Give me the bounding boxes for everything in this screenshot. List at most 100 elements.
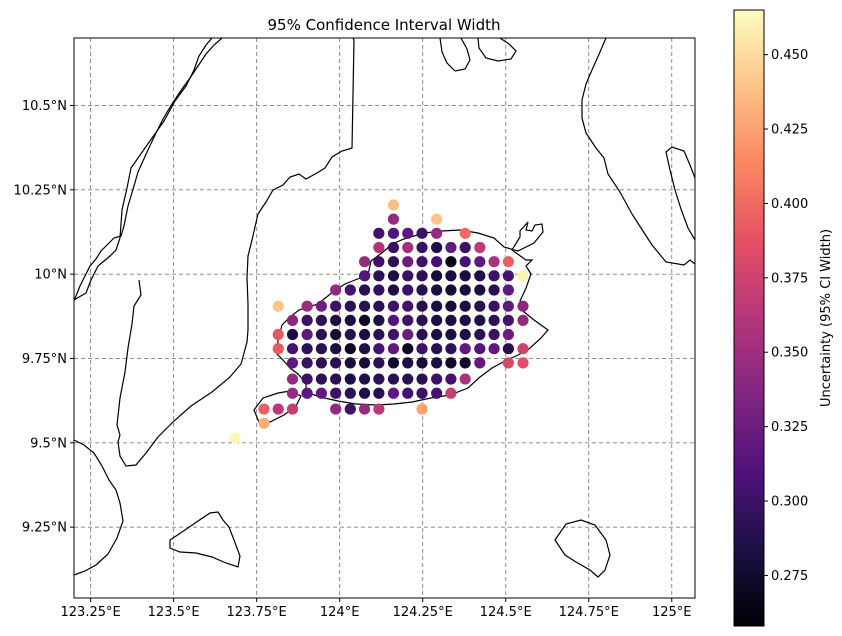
data-point-84 — [488, 314, 500, 326]
data-point-31 — [402, 270, 414, 282]
data-point-71 — [301, 314, 313, 326]
data-point-110 — [358, 343, 371, 355]
data-point-122 — [286, 357, 299, 369]
data-point-102 — [488, 328, 500, 341]
coastline-central-west — [117, 38, 355, 467]
data-point-137 — [517, 357, 529, 369]
data-point-56 — [330, 300, 342, 312]
data-point-2 — [431, 213, 443, 225]
data-point-150 — [459, 373, 471, 385]
data-point-35 — [459, 270, 471, 282]
x-tick-label-2: 123.75°E — [227, 605, 287, 620]
data-point-52 — [502, 284, 514, 296]
data-point-114 — [416, 343, 428, 355]
data-point-88 — [286, 328, 299, 341]
plot-frame — [73, 37, 696, 599]
data-point-136 — [502, 357, 514, 369]
data-point-53 — [272, 300, 284, 312]
data-point-170 — [416, 403, 428, 415]
data-point-105 — [286, 343, 299, 355]
data-point-148 — [431, 373, 443, 385]
data-point-91 — [330, 328, 342, 341]
x-tick-label-0: 123.25°E — [61, 605, 121, 620]
data-point-27 — [502, 256, 514, 268]
data-point-111 — [373, 343, 385, 355]
data-point-93 — [358, 328, 371, 341]
y-tick-label-5: 10.5°N — [22, 99, 67, 114]
data-point-109 — [344, 343, 356, 355]
island-sw-bottom — [169, 511, 241, 568]
x-axis: 123.25°E 123.5°E 123.75°E 124°E 124.25°E 124.… — [61, 598, 692, 620]
data-point-164 — [272, 403, 284, 415]
data-point-161 — [431, 387, 443, 399]
colorbar-tick-label-6: 0.425 — [771, 123, 808, 138]
data-point-67 — [488, 300, 500, 312]
data-point-112 — [387, 343, 400, 355]
data-point-125 — [330, 357, 342, 369]
data-point-12 — [416, 241, 428, 254]
data-point-47 — [431, 284, 443, 296]
data-point-167 — [344, 403, 356, 415]
data-point-153 — [315, 387, 328, 399]
data-point-89 — [301, 328, 313, 341]
data-point-95 — [387, 328, 400, 341]
data-point-79 — [416, 314, 428, 326]
data-point-75 — [358, 314, 371, 326]
colorbar-tick-label-0: 0.275 — [771, 569, 808, 584]
data-point-80 — [431, 314, 443, 326]
data-point-72 — [315, 314, 328, 326]
data-point-60 — [387, 300, 400, 312]
coastline-west — [74, 38, 223, 301]
data-point-146 — [402, 373, 414, 385]
data-point-59 — [373, 300, 385, 312]
data-point-87 — [272, 328, 284, 341]
data-point-115 — [431, 343, 443, 355]
data-point-96 — [402, 328, 414, 341]
island-se — [554, 519, 611, 578]
colorbar: 0.275 0.300 0.325 0.350 0.375 0.400 0.425 0.450… — [733, 9, 834, 627]
data-point-7 — [431, 227, 443, 239]
y-tick-label-4: 10.25°N — [14, 183, 67, 198]
data-point-51 — [488, 284, 500, 296]
data-point-13 — [431, 241, 443, 254]
coastlines — [74, 38, 695, 578]
data-point-66 — [474, 300, 486, 312]
data-point-133 — [445, 357, 457, 369]
data-point-55 — [315, 300, 328, 312]
data-point-28 — [358, 270, 371, 282]
data-point-140 — [315, 373, 328, 385]
data-point-69 — [517, 300, 529, 312]
data-point-65 — [459, 300, 471, 312]
data-point-40 — [330, 284, 342, 296]
data-point-159 — [402, 387, 414, 399]
data-point-147 — [416, 373, 428, 385]
data-point-132 — [431, 357, 443, 369]
coastline-west-lower — [74, 439, 124, 576]
data-point-99 — [445, 328, 457, 341]
data-point-165 — [286, 403, 299, 415]
data-point-156 — [358, 387, 371, 399]
data-point-129 — [387, 357, 400, 369]
data-point-0 — [387, 199, 400, 211]
data-point-160 — [416, 387, 428, 399]
data-point-162 — [445, 387, 457, 399]
y-tick-label-1: 9.5°N — [30, 436, 67, 451]
y-tick-label-3: 10°N — [34, 268, 67, 283]
colorbar-gradient — [733, 9, 765, 627]
data-point-141 — [330, 373, 342, 385]
data-point-32 — [416, 270, 428, 282]
data-point-1 — [387, 213, 400, 225]
island-north-2 — [477, 38, 517, 62]
data-point-50 — [474, 284, 486, 296]
data-point-143 — [358, 373, 371, 385]
data-point-61 — [402, 300, 414, 312]
data-point-131 — [416, 357, 428, 369]
data-point-90 — [315, 328, 328, 341]
data-point-68 — [502, 300, 514, 312]
data-point-25 — [474, 256, 486, 268]
y-axis: 9.25°N 9.5°N 9.75°N 10°N 10.25°N 10.5°N — [14, 99, 74, 536]
data-point-138 — [286, 373, 299, 385]
data-point-144 — [373, 373, 385, 385]
data-point-39 — [517, 270, 529, 282]
data-point-45 — [402, 284, 414, 296]
